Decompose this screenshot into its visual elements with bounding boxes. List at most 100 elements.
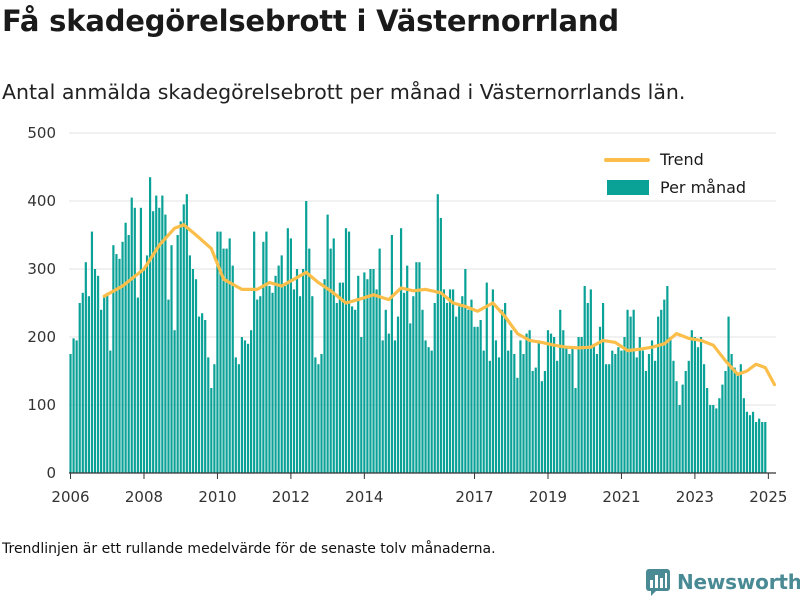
bar bbox=[268, 286, 271, 473]
bar bbox=[467, 309, 470, 473]
bar bbox=[577, 337, 580, 473]
bar bbox=[730, 354, 733, 473]
bar bbox=[375, 289, 378, 473]
bar bbox=[455, 316, 458, 473]
bar bbox=[283, 286, 286, 473]
bar bbox=[605, 364, 608, 473]
bar bbox=[500, 309, 504, 473]
x-tick-label: 2006 bbox=[51, 488, 89, 506]
bar bbox=[406, 265, 409, 473]
bar bbox=[403, 292, 406, 473]
y-tick-label: 300 bbox=[27, 260, 56, 278]
bar bbox=[185, 194, 188, 473]
bar bbox=[228, 238, 231, 473]
bar bbox=[170, 245, 173, 473]
newsworthy-logo-icon bbox=[646, 569, 670, 596]
bar bbox=[176, 235, 179, 473]
bar bbox=[718, 398, 721, 473]
bar bbox=[427, 347, 430, 473]
bar bbox=[149, 177, 152, 473]
y-tick-label: 200 bbox=[27, 328, 56, 346]
bar bbox=[681, 384, 684, 473]
bar bbox=[476, 326, 479, 473]
bar bbox=[485, 282, 488, 473]
bar bbox=[265, 231, 268, 473]
bar bbox=[592, 343, 595, 473]
bar bbox=[317, 364, 320, 473]
bar bbox=[745, 411, 749, 473]
y-tick-label: 0 bbox=[46, 464, 56, 482]
legend-trend-label: Trend bbox=[659, 150, 704, 169]
bar bbox=[583, 286, 586, 473]
bar bbox=[286, 228, 289, 473]
brand-name: Newsworthy bbox=[677, 570, 800, 594]
axes: 0 100 200 300 400 500 2006 2008 2010 2012 2014 2017… bbox=[27, 124, 787, 506]
bar bbox=[250, 330, 253, 473]
bar bbox=[207, 357, 210, 473]
bar bbox=[418, 262, 421, 473]
brand-logo: Newsworthy bbox=[645, 568, 800, 596]
chart-title: Få skadegörelsebrott i Västernorrland bbox=[2, 4, 619, 38]
bar bbox=[699, 337, 703, 473]
bar bbox=[103, 296, 106, 473]
bar bbox=[724, 371, 727, 473]
bar bbox=[415, 262, 418, 473]
bar bbox=[225, 248, 228, 473]
bar bbox=[145, 255, 149, 473]
x-tick-label: 2008 bbox=[125, 488, 163, 506]
footnote: Trendlinjen är ett rullande medelvärde f… bbox=[2, 541, 496, 557]
bar bbox=[696, 347, 700, 473]
bar bbox=[142, 267, 146, 473]
x-tick-label: 2025 bbox=[749, 488, 787, 506]
bar bbox=[387, 333, 390, 473]
bar bbox=[751, 411, 755, 473]
bar bbox=[332, 238, 335, 473]
bar bbox=[739, 364, 742, 473]
bar bbox=[488, 360, 491, 473]
bar bbox=[540, 381, 543, 473]
bar bbox=[433, 303, 436, 473]
bar bbox=[164, 214, 167, 473]
bar bbox=[197, 316, 201, 473]
bar bbox=[72, 338, 75, 473]
bar bbox=[513, 354, 516, 473]
bar bbox=[256, 299, 259, 473]
bar bbox=[556, 360, 559, 473]
bar bbox=[522, 354, 525, 473]
bar bbox=[595, 354, 599, 473]
bar bbox=[240, 337, 244, 473]
bar bbox=[736, 374, 739, 473]
bar bbox=[706, 388, 709, 473]
bar bbox=[568, 354, 571, 473]
bar bbox=[663, 299, 666, 473]
bar bbox=[133, 207, 136, 474]
bar bbox=[531, 371, 534, 473]
bar bbox=[204, 320, 207, 473]
bar bbox=[354, 309, 357, 473]
bar bbox=[626, 309, 629, 473]
bar bbox=[452, 289, 455, 473]
bar bbox=[647, 354, 651, 473]
bar bbox=[341, 282, 345, 473]
x-tick-label: 2019 bbox=[529, 488, 567, 506]
bar bbox=[755, 422, 758, 473]
bar bbox=[644, 371, 648, 473]
bar bbox=[118, 258, 121, 473]
bar bbox=[571, 347, 574, 473]
bar bbox=[562, 330, 565, 473]
bar bbox=[243, 340, 247, 473]
bar bbox=[366, 279, 369, 473]
bar bbox=[761, 422, 764, 473]
bar bbox=[436, 194, 439, 473]
bar bbox=[323, 279, 326, 473]
bar bbox=[473, 326, 476, 473]
bar bbox=[608, 364, 611, 473]
bar bbox=[124, 222, 127, 473]
bar bbox=[412, 296, 415, 473]
bar bbox=[115, 254, 118, 473]
bar bbox=[210, 388, 213, 473]
bar bbox=[378, 248, 381, 473]
bar bbox=[219, 231, 222, 473]
bar bbox=[213, 364, 216, 473]
bar bbox=[191, 269, 195, 473]
